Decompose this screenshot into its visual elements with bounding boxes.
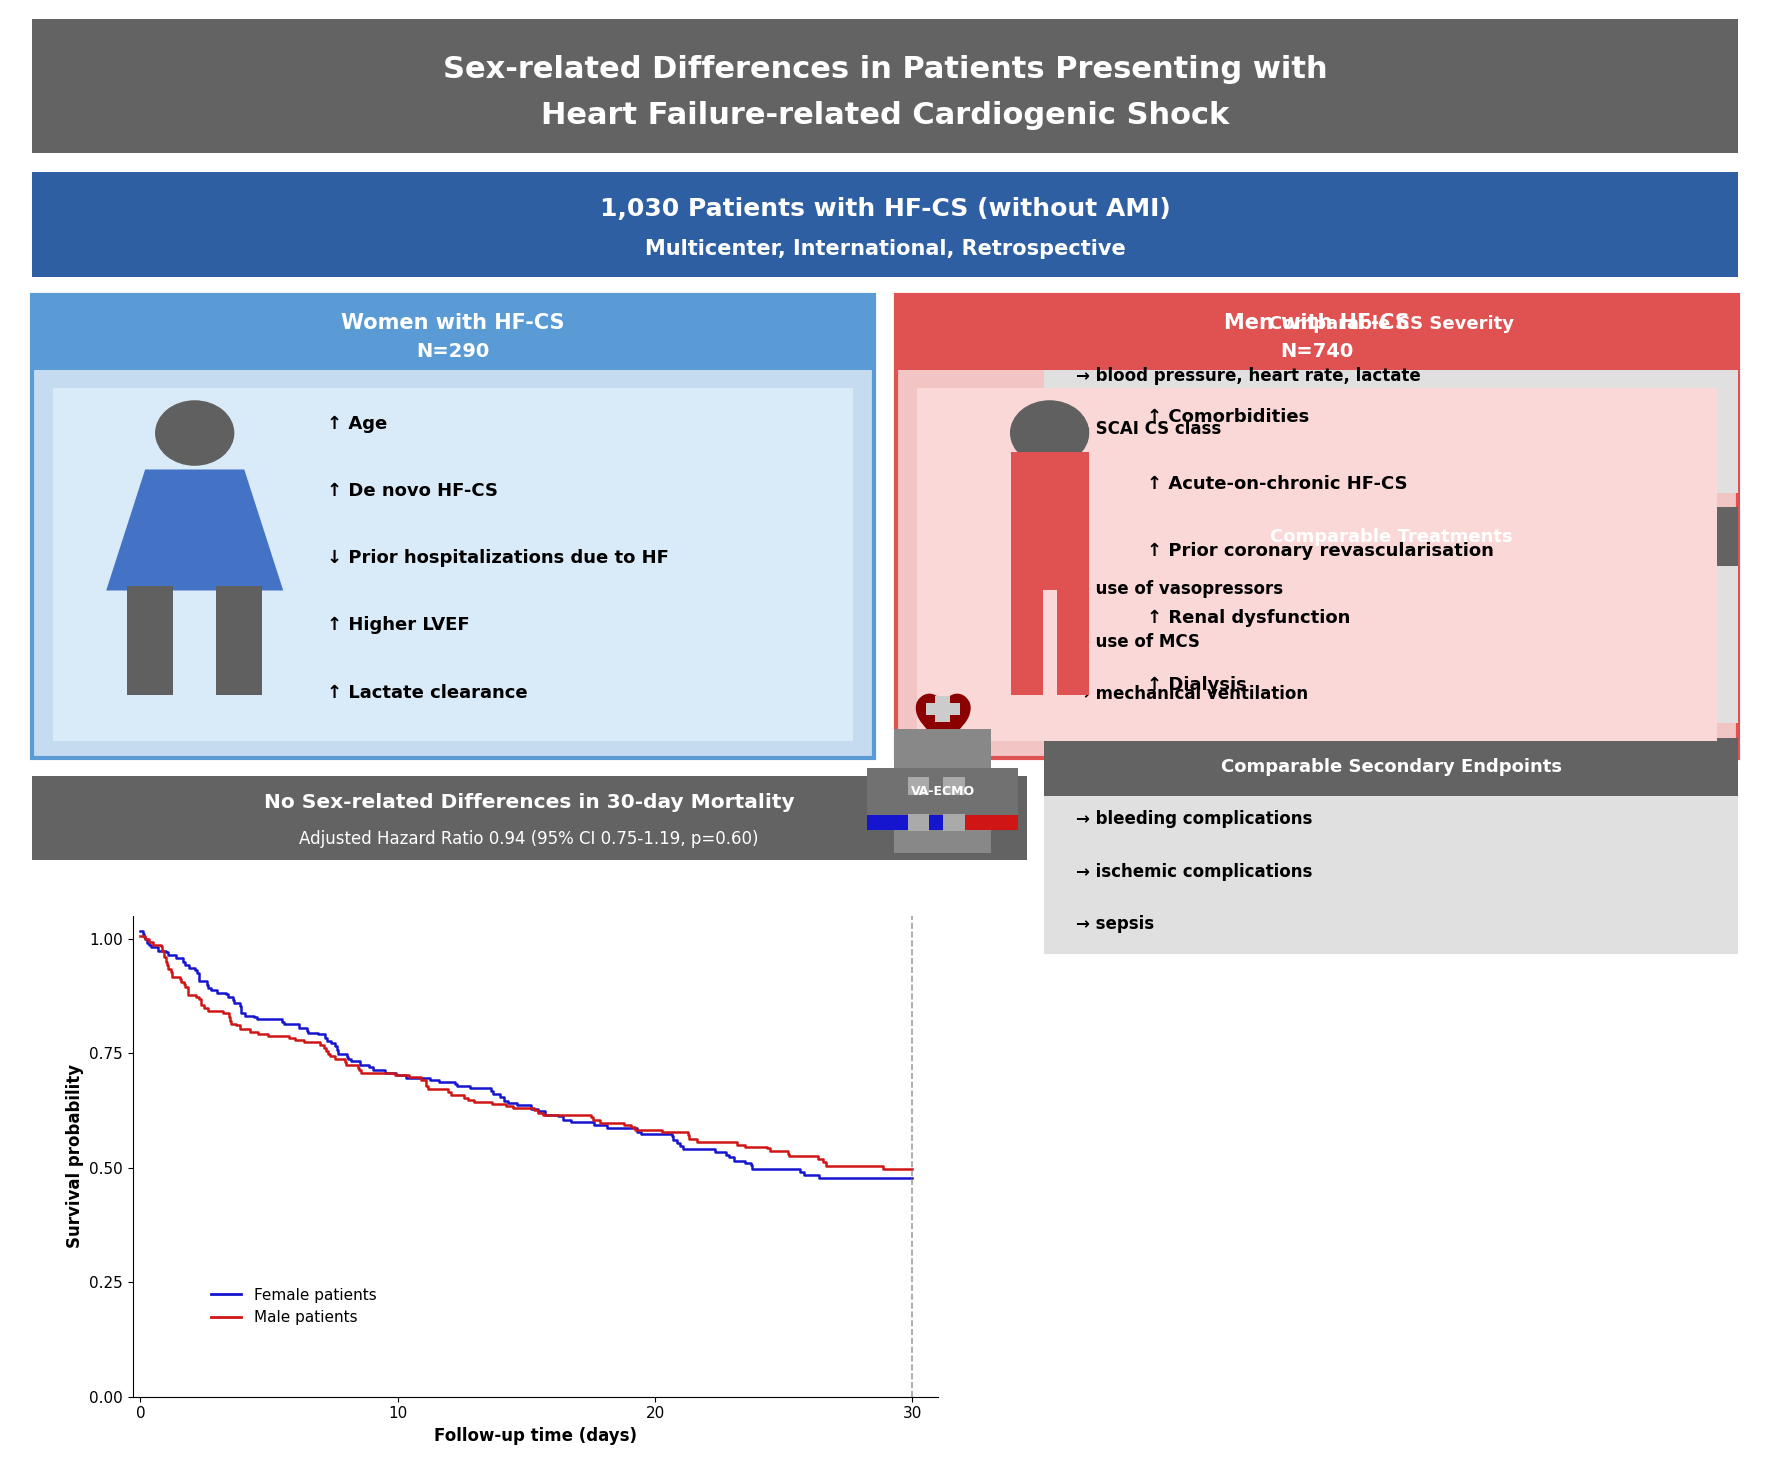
Line: Female patients: Female patients bbox=[140, 930, 912, 1178]
Bar bbox=[1044, 738, 1738, 796]
Y-axis label: Survival probability: Survival probability bbox=[65, 1064, 83, 1248]
Female patients bbox=[327, 1045, 349, 1063]
Text: No Sex-related Differences in 30-day Mortality: No Sex-related Differences in 30-day Mor… bbox=[264, 793, 795, 812]
Circle shape bbox=[1011, 401, 1089, 465]
Bar bbox=[32, 776, 1027, 860]
Text: Comparable Treatments: Comparable Treatments bbox=[1269, 528, 1513, 545]
Male patients bbox=[317, 1042, 338, 1060]
X-axis label: Follow-up time (days): Follow-up time (days) bbox=[434, 1427, 637, 1445]
Male patients bbox=[129, 927, 150, 945]
Bar bbox=[943, 814, 965, 831]
Male patients bbox=[901, 1159, 922, 1177]
Bar bbox=[53, 388, 853, 741]
Bar bbox=[896, 295, 1738, 758]
Text: Men with HF-CS: Men with HF-CS bbox=[1223, 313, 1411, 334]
Legend: Female patients, Male patients: Female patients, Male patients bbox=[205, 1282, 382, 1331]
Bar bbox=[867, 768, 1018, 815]
Text: ↑ Comorbidities: ↑ Comorbidities bbox=[1147, 408, 1310, 426]
Polygon shape bbox=[106, 469, 283, 590]
Bar bbox=[926, 703, 959, 714]
Line: Male patients: Male patients bbox=[140, 936, 912, 1168]
Bar bbox=[127, 586, 173, 695]
Text: → ischemic complications: → ischemic complications bbox=[1076, 863, 1313, 881]
Text: N=740: N=740 bbox=[1280, 341, 1354, 362]
Bar bbox=[942, 815, 1018, 830]
Bar bbox=[32, 172, 1738, 277]
Text: ↑ Prior coronary revascularisation: ↑ Prior coronary revascularisation bbox=[1147, 542, 1494, 560]
Text: N=290: N=290 bbox=[416, 341, 490, 362]
Text: ↑ De novo HF-CS: ↑ De novo HF-CS bbox=[327, 483, 499, 500]
Bar bbox=[935, 695, 949, 722]
Text: Sex-related Differences in Patients Presenting with: Sex-related Differences in Patients Pres… bbox=[442, 55, 1328, 85]
Text: → sepsis: → sepsis bbox=[1076, 916, 1154, 933]
Text: VA-ECMO: VA-ECMO bbox=[910, 786, 975, 798]
Bar bbox=[1011, 586, 1043, 695]
Bar bbox=[32, 19, 1738, 153]
Male patients bbox=[416, 1077, 437, 1095]
Text: ♥: ♥ bbox=[908, 691, 977, 765]
Bar bbox=[1044, 295, 1738, 353]
Bar bbox=[32, 295, 874, 370]
Bar bbox=[1011, 452, 1089, 590]
Bar bbox=[867, 815, 942, 830]
Text: Heart Failure-related Cardiogenic Shock: Heart Failure-related Cardiogenic Shock bbox=[542, 101, 1228, 130]
Text: Adjusted Hazard Ratio 0.94 (95% CI 0.75-1.19, p=0.60): Adjusted Hazard Ratio 0.94 (95% CI 0.75-… bbox=[299, 830, 759, 849]
Bar bbox=[894, 729, 991, 853]
Text: ↑ Acute-on-chronic HF-CS: ↑ Acute-on-chronic HF-CS bbox=[1147, 475, 1407, 493]
Text: ↑ Age: ↑ Age bbox=[327, 416, 388, 433]
Text: → bleeding complications: → bleeding complications bbox=[1076, 811, 1313, 828]
Female patients bbox=[901, 1169, 922, 1187]
Text: ↓ Prior hospitalizations due to HF: ↓ Prior hospitalizations due to HF bbox=[327, 550, 669, 567]
Text: → mechanical ventilation: → mechanical ventilation bbox=[1076, 685, 1308, 703]
Text: Comparable Secondary Endpoints: Comparable Secondary Endpoints bbox=[1221, 758, 1561, 776]
Text: 1,030 Patients with HF-CS (without AMI): 1,030 Patients with HF-CS (without AMI) bbox=[600, 197, 1170, 220]
Text: Multicenter, International, Retrospective: Multicenter, International, Retrospectiv… bbox=[644, 239, 1126, 258]
Text: → blood pressure, heart rate, lactate: → blood pressure, heart rate, lactate bbox=[1076, 367, 1421, 385]
Text: Women with HF-CS: Women with HF-CS bbox=[342, 313, 565, 334]
Text: ↑ Dialysis: ↑ Dialysis bbox=[1147, 677, 1246, 694]
Male patients bbox=[218, 1006, 239, 1024]
Bar bbox=[32, 295, 874, 758]
Bar bbox=[216, 586, 262, 695]
Text: → use of MCS: → use of MCS bbox=[1076, 633, 1200, 650]
Text: ↑ Lactate clearance: ↑ Lactate clearance bbox=[327, 684, 527, 701]
Text: Comparable CS Severity: Comparable CS Severity bbox=[1269, 315, 1513, 332]
Bar bbox=[908, 814, 929, 831]
Female patients bbox=[129, 921, 150, 939]
Female patients bbox=[230, 1005, 251, 1022]
Female patients bbox=[317, 1032, 338, 1050]
Female patients bbox=[296, 1019, 317, 1037]
Bar bbox=[1044, 566, 1738, 723]
Male patients bbox=[239, 1021, 260, 1038]
Bar bbox=[896, 295, 1738, 370]
Male patients bbox=[315, 1042, 336, 1060]
Female patients bbox=[446, 1077, 467, 1095]
Female patients bbox=[336, 1045, 358, 1063]
Male patients bbox=[285, 1031, 306, 1048]
Bar bbox=[1044, 796, 1738, 954]
Male patients bbox=[873, 1159, 894, 1177]
Circle shape bbox=[156, 401, 234, 465]
Bar bbox=[1044, 507, 1738, 566]
Text: ↑ Renal dysfunction: ↑ Renal dysfunction bbox=[1147, 609, 1351, 627]
Text: → use of vasopressors: → use of vasopressors bbox=[1076, 580, 1283, 598]
Bar bbox=[943, 777, 965, 795]
Bar bbox=[917, 388, 1717, 741]
Female patients bbox=[809, 1169, 830, 1187]
Bar bbox=[1044, 353, 1738, 493]
Text: ↑ Higher LVEF: ↑ Higher LVEF bbox=[327, 617, 471, 634]
Bar bbox=[1057, 586, 1089, 695]
Bar bbox=[908, 777, 929, 795]
Text: → SCAI CS class: → SCAI CS class bbox=[1076, 420, 1221, 437]
